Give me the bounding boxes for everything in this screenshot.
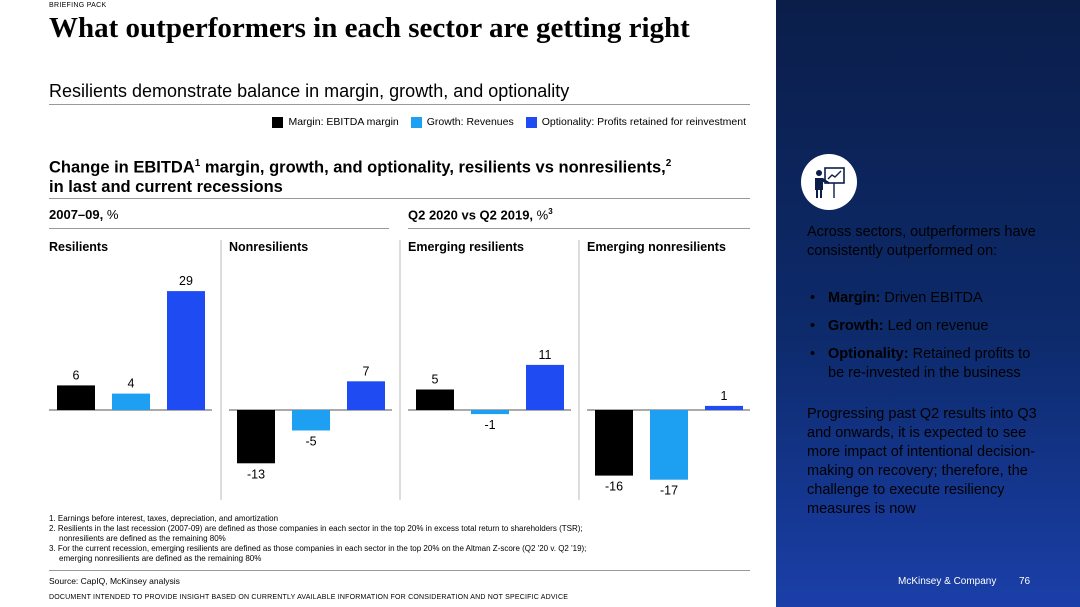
bar [416,389,454,410]
footnote: emerging nonresilients are defined as th… [59,554,262,563]
page-title: What outperformers in each sector are ge… [49,12,690,44]
footnote: 1. Earnings before interest, taxes, depr… [49,514,279,523]
data-label: 11 [539,348,552,362]
legend-label: Margin: EBITDA margin [288,116,399,128]
legend-label: Optionality: Profits retained for reinve… [541,116,746,128]
legend: Margin: EBITDA margin Growth: Revenues O… [272,116,746,128]
period-unit: % [533,207,549,223]
legend-label: Growth: Revenues [426,116,514,128]
bullet-title: Growth: [828,318,884,334]
bar [595,410,633,476]
panel-label-resilients: Resilients [49,240,109,254]
bullet-title: Margin: [828,290,881,306]
panel-label-emerging-resilients: Emerging resilients [408,240,525,254]
main-content: BRIEFING PACK What outperformers in each… [49,2,759,601]
legend-item-optionality: Optionality: Profits retained for reinve… [525,116,746,128]
chart-title-text: in last and current recessions [49,177,283,196]
legend-swatch [525,116,537,128]
footnotes: 1. Earnings before interest, taxes, depr… [49,514,749,564]
bullet-margin: • Margin: Driven EBITDA [807,289,1047,308]
data-label: -13 [247,467,265,481]
bar [112,393,150,410]
bullet-dot: • [810,290,816,306]
data-label: 4 [128,377,135,391]
data-label: 1 [721,389,728,403]
bar [526,364,564,410]
brand-name: McKinsey & Company [898,576,997,587]
data-label: 5 [432,373,439,387]
footnote: 3. For the current recession, emerging r… [49,544,587,553]
data-label: -1 [484,418,495,432]
legend-item-growth: Growth: Revenues [410,116,514,128]
footnote-ref: 1 [194,158,201,169]
data-label: -17 [660,484,678,498]
bar [347,381,385,410]
bullet-text: Retained profits to be re-invested in th… [828,346,1031,381]
page-subtitle: Resilients demonstrate balance in margin… [49,81,570,101]
period-label-first: 2007–09, % [49,207,118,222]
sidebar-panel [776,0,1080,607]
footnote: 2. Resilients in the last recession (200… [49,524,583,533]
sidebar-bullets: • Margin: Driven EBITDA • Growth: Led on r… [807,289,1047,383]
footnote-ref: 2 [665,158,672,169]
bullet-dot: • [810,346,816,362]
data-label: 6 [73,368,80,382]
sidebar-intro: Across sectors, outperformers have consi… [807,224,1036,259]
bullet-title: Optionality: [828,346,909,362]
footnote: nonresilients are defined as the remaini… [59,534,226,543]
footnote-ref: 3 [548,207,553,216]
bullet-text: Led on revenue [883,318,989,334]
data-label: 7 [363,364,370,378]
period-text: 2007–09, [49,207,104,222]
chart-title: Change in EBITDA1 margin, growth, and op… [49,154,759,197]
bar [292,410,330,431]
sidebar-closing: Progressing past Q2 results into Q3 and … [807,406,1037,517]
bar [167,291,205,410]
divider [49,198,750,199]
period-unit: % [103,207,119,222]
source-note: Source: CapIQ, McKinsey analysis [49,576,180,586]
legend-item-margin: Margin: EBITDA margin [272,116,399,128]
period-text: Q2 2020 vs Q2 2019, [408,207,534,223]
legend-swatch [410,116,422,128]
data-label: -16 [605,480,623,494]
divider [408,228,750,229]
data-label: 29 [179,274,193,288]
panel-label-nonresilients: Nonresilients [229,240,309,254]
bar [705,405,743,410]
briefing-label: BRIEFING PACK [49,2,107,9]
data-label: -5 [305,435,316,449]
bullet-growth: • Growth: Led on revenue [807,317,1047,336]
bullet-text: Driven EBITDA [880,290,983,306]
legend-swatch [272,116,284,128]
bar [471,410,509,415]
page-number: 76 [1019,576,1031,587]
bar [650,410,688,480]
presenter-icon [801,154,857,210]
bar [237,410,275,464]
divider [49,570,750,571]
bar [57,385,95,410]
presenter-icon-graphic [815,167,845,198]
divider [49,104,750,105]
bullet-optionality: • Optionality: Retained profits to be re-… [807,345,1047,383]
chart-title-text: Change in EBITDA [49,158,195,177]
period-label-second: Q2 2020 vs Q2 2019, %3 [408,207,553,222]
bullet-dot: • [810,318,816,334]
panel-label-emerging-nonresilients: Emerging nonresilients [587,240,726,254]
bar-chart: 6 4 29 -13 -5 7 5 -1 11 -16 -17 1 [49,240,750,500]
chart-title-text: margin, growth, and optionality, resilie… [200,158,666,177]
divider [49,228,389,229]
disclaimer: DOCUMENT INTENDED TO PROVIDE INSIGHT BAS… [49,594,569,601]
